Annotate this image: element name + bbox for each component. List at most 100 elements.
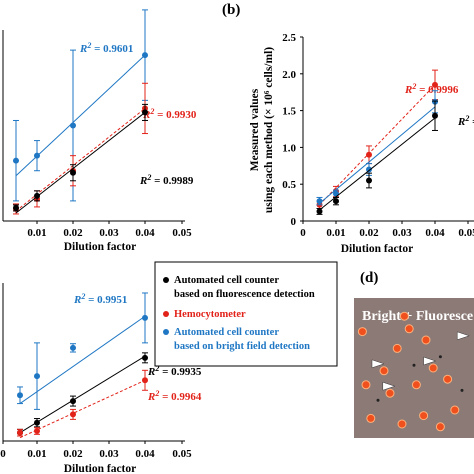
bright_field-point <box>34 373 40 380</box>
x-tick-label: 0.05 <box>172 227 192 239</box>
bright_field-legend-label-2: based on bright field detection <box>174 341 310 352</box>
hemocytometer-point <box>432 81 438 88</box>
dark-cell <box>412 363 416 367</box>
fluorescent-cell <box>428 363 438 373</box>
bright_field-point <box>70 122 76 129</box>
fluorescence-point <box>316 208 323 215</box>
y-tick-label: 2.5 <box>282 32 296 44</box>
x-tick-label: 0.02 <box>63 448 83 460</box>
hemocytometer-fit-line <box>319 84 436 206</box>
hemocytometer-r2-label: R2 = 0.9996 <box>404 82 459 96</box>
fluorescence-legend-label-2: based on fluorescence detection <box>174 289 315 300</box>
hemocytometer-fit-line <box>19 379 146 439</box>
x-tick-label: 0.04 <box>135 448 155 460</box>
bright_field-point <box>17 392 23 399</box>
dark-cell <box>376 398 380 402</box>
fluorescent-cell <box>399 311 409 321</box>
panel-a-xlabel: Dilution factor <box>64 241 137 253</box>
fluorescence-fit-line <box>319 117 436 211</box>
panel-d-micrograph: Bright + Fluoresce <box>354 298 474 438</box>
panel-b-ylabel-line1: Measured values <box>249 88 261 171</box>
fluorescent-cell <box>385 388 395 398</box>
bright_field-fit-line <box>19 315 146 404</box>
fluorescence-point <box>333 198 339 205</box>
fluorescent-cell <box>435 422 445 432</box>
x-tick-label: 0 <box>300 227 306 239</box>
fluorescence-fit-line <box>19 355 146 434</box>
x-tick-label: 0.01 <box>326 227 345 239</box>
fluorescence-legend-marker <box>163 277 169 283</box>
y-tick-label: 2.0 <box>282 69 296 81</box>
fluorescent-cell <box>419 411 429 421</box>
panel-d-label: (d) <box>360 270 378 286</box>
panel-c-chart: Dilution factor 0 0.01 0.02 0.03 0.04 0.05 R2 … <box>0 283 202 474</box>
fluorescent-cell <box>361 380 371 390</box>
fluorescence-point <box>34 419 40 426</box>
fluorescent-cell <box>404 324 414 334</box>
fluorescence-r2-label: R2 = 0.9935 <box>147 364 202 378</box>
fluorescence-legend-label: Automated cell counter <box>174 275 279 286</box>
hemocytometer-point <box>70 411 76 418</box>
x-tick-label: 0.03 <box>99 448 119 460</box>
fluorescent-cell <box>450 405 460 415</box>
x-tick-label: 0.02 <box>359 227 379 239</box>
panel-b-ylabel-line2: using each method (× 10⁶ cells/ml) <box>263 47 275 213</box>
x-tick-label: 0.03 <box>99 227 119 239</box>
arrowhead-marker <box>423 356 437 366</box>
fluorescent-cell <box>392 343 402 353</box>
bright_field-point <box>142 314 148 321</box>
legend-box <box>154 261 338 367</box>
hemocytometer-r2-label: R2 = 0.9964 <box>147 389 202 403</box>
x-tick-label: 0.05 <box>458 227 474 239</box>
fluorescent-cell <box>397 419 407 429</box>
hemocytometer-point <box>17 429 23 436</box>
bright_field-point <box>13 157 19 164</box>
fluorescent-cell <box>366 413 376 423</box>
fluorescence-point <box>366 177 372 184</box>
bright_field-point <box>316 198 323 205</box>
x-tick-label: 0.05 <box>172 448 192 460</box>
fluorescent-cell <box>357 327 367 337</box>
hemocytometer-legend-marker <box>163 311 169 317</box>
fluorescent-cell <box>379 366 389 376</box>
legend: Automated cell counter based on fluoresce… <box>154 261 338 367</box>
dark-cell <box>438 355 442 359</box>
arrowhead-marker <box>382 381 396 391</box>
fluorescence-point <box>432 112 438 119</box>
fluorescent-cell <box>421 335 431 345</box>
hemocytometer-point <box>34 428 40 435</box>
bright_field-point <box>366 166 372 173</box>
micrograph-caption: Bright + Fluoresce <box>362 309 473 324</box>
bright_field-r2-label: R2 = 0.9951 <box>73 292 127 306</box>
panel-b-xlabel: Dilution factor <box>341 243 414 255</box>
hemocytometer-point <box>366 151 372 158</box>
y-tick-label: 1.5 <box>282 106 296 118</box>
panel-b-label: (b) <box>222 2 240 18</box>
fluorescence-point <box>142 109 148 116</box>
hemocytometer-r2-label: R2 = 0.9930 <box>142 107 197 121</box>
bright_field-legend-marker <box>163 329 169 335</box>
panel-b-chart: Dilution factor Measured values using ea… <box>249 32 474 255</box>
fluorescence-point <box>70 398 76 405</box>
fluorescence-point <box>142 354 148 361</box>
panel-a-chart: Dilution factor 0.01 0.02 0.03 0.04 0.05 R2 =… <box>2 9 197 253</box>
y-tick-label: 0.5 <box>282 179 296 191</box>
y-tick-label: 0 <box>291 216 297 228</box>
micrograph-background <box>354 298 474 438</box>
fluorescence-r2-label: R2 = 0.9 <box>457 114 474 128</box>
x-tick-label: 0.04 <box>425 227 445 239</box>
bright_field-point <box>34 152 40 159</box>
x-tick-label: 0.04 <box>135 227 155 239</box>
x-tick-label: 0.02 <box>63 227 83 239</box>
fluorescent-cell <box>443 374 453 384</box>
bright_field-point <box>70 344 76 351</box>
hemocytometer-point <box>142 377 148 384</box>
x-tick-label: 0.01 <box>27 448 46 460</box>
bright_field-fit-line <box>319 106 436 204</box>
arrowhead-marker <box>456 331 470 341</box>
bright_field-legend-label: Automated cell counter <box>174 327 279 338</box>
fluorescence-point <box>70 169 76 176</box>
hemocytometer-legend-label: Hemocytometer <box>174 309 246 320</box>
fluorescent-cell <box>411 380 421 390</box>
